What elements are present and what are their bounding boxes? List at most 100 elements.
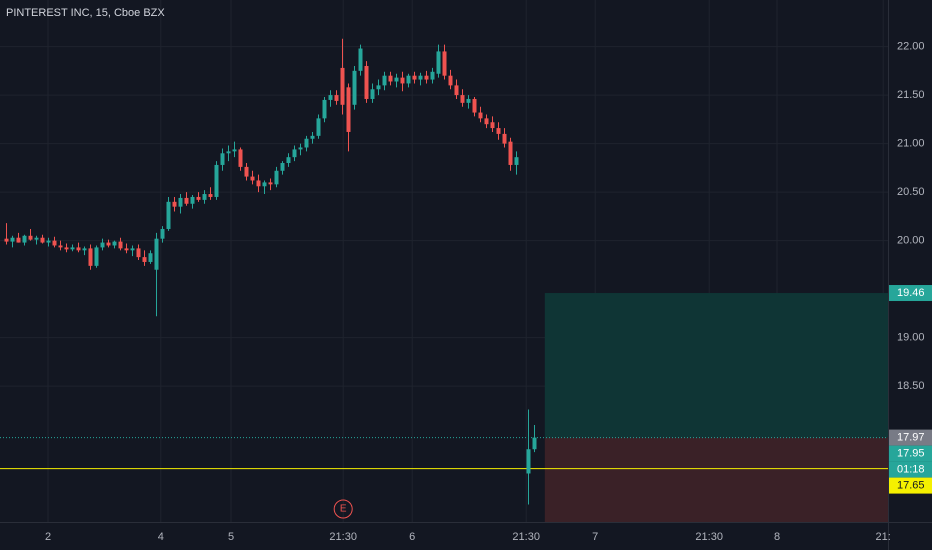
- candle-body: [382, 75, 387, 86]
- candle-body: [70, 247, 75, 250]
- candle-body: [202, 194, 207, 200]
- candle-body: [148, 253, 153, 262]
- candle-body: [352, 70, 357, 105]
- candle-body: [58, 245, 63, 248]
- candle-body: [496, 128, 501, 134]
- candle-body: [268, 182, 273, 185]
- y-tick-label: 22.00: [897, 40, 925, 52]
- candle-body: [130, 248, 135, 251]
- entry-price-label-bg: [889, 429, 932, 446]
- candle-body: [22, 235, 27, 243]
- last-price-label: 17.95: [897, 447, 925, 459]
- candle-body: [34, 237, 39, 240]
- candle-body: [316, 118, 321, 136]
- candle-body: [370, 89, 375, 99]
- candle-body: [88, 248, 93, 266]
- candle-body: [478, 112, 483, 119]
- candle-body: [94, 247, 99, 266]
- candle-body: [334, 95, 339, 101]
- target-zone: [544, 293, 888, 438]
- candle-body: [226, 151, 231, 154]
- candle-body: [364, 65, 369, 99]
- candle-body: [466, 98, 471, 103]
- candle-body: [442, 51, 447, 76]
- candle-body: [244, 166, 249, 177]
- y-tick-label: 20.50: [897, 186, 925, 198]
- candle-body: [46, 240, 51, 243]
- candle-body: [160, 228, 165, 239]
- target-price-label-bg: [889, 285, 932, 302]
- candle-body: [106, 242, 111, 246]
- candle-body: [298, 147, 303, 150]
- candle-body: [340, 67, 345, 105]
- candle-body: [232, 149, 237, 152]
- candle-body: [28, 235, 33, 240]
- hline-price-label: 17.65: [897, 479, 925, 491]
- candle-body: [490, 122, 495, 129]
- candle-body: [4, 238, 9, 242]
- candle-body: [238, 149, 243, 167]
- candle-body: [154, 238, 159, 270]
- y-tick-label: 18.50: [897, 380, 925, 392]
- candle-body: [262, 182, 267, 187]
- candle-body: [502, 133, 507, 144]
- candle-body: [376, 85, 381, 90]
- candle-body: [436, 51, 441, 74]
- candle-body: [322, 99, 327, 119]
- x-tick-label: 2: [45, 531, 51, 543]
- candle-body: [424, 75, 429, 80]
- candle-body: [136, 248, 141, 258]
- candle-body: [418, 75, 423, 80]
- x-tick-label: 4: [158, 531, 164, 543]
- candle-body: [40, 237, 45, 243]
- candle-body: [82, 248, 87, 251]
- candle-body: [280, 163, 285, 171]
- y-tick-label: 19.00: [897, 332, 925, 344]
- candle-body: [196, 196, 201, 200]
- entry-price-label: 17.97: [897, 431, 925, 443]
- candle-body: [220, 153, 225, 165]
- candle-body: [454, 85, 459, 96]
- candle-body: [10, 237, 15, 242]
- candle-body: [250, 176, 255, 181]
- countdown-label: 01:18: [897, 463, 925, 475]
- x-tick-label: 5: [228, 531, 234, 543]
- candle-body: [166, 201, 171, 229]
- event-marker: [333, 499, 353, 519]
- chart-title: PINTEREST INC, 15, Cboe BZX: [6, 7, 165, 19]
- x-tick-label: 21:30: [512, 531, 540, 543]
- candle-body: [16, 237, 21, 243]
- candle-body: [286, 157, 291, 164]
- countdown-label-bg: [889, 461, 932, 478]
- candle-body: [112, 241, 117, 246]
- candle-body: [526, 449, 531, 474]
- candle-body: [508, 141, 513, 165]
- candle-body: [358, 48, 363, 71]
- x-tick-label: 6: [409, 531, 415, 543]
- candle-body: [172, 201, 177, 207]
- x-tick-label: 7: [592, 531, 598, 543]
- candle-body: [532, 437, 537, 450]
- candle-body: [388, 75, 393, 82]
- candle-body: [184, 197, 189, 204]
- hline-price-label-bg: [889, 477, 932, 494]
- candle-body: [406, 75, 411, 84]
- x-tick-label: 8: [774, 531, 780, 543]
- candle-body: [514, 157, 519, 165]
- y-tick-label: 20.00: [897, 235, 925, 247]
- candle-body: [292, 149, 297, 158]
- candle-body: [430, 71, 435, 80]
- y-tick-label: 21.00: [897, 138, 925, 150]
- candle-body: [208, 194, 213, 197]
- candle-body: [214, 164, 219, 197]
- candle-body: [484, 118, 489, 125]
- candle-body: [448, 75, 453, 86]
- candle-body: [256, 180, 261, 187]
- candle-body: [142, 257, 147, 262]
- plot: E: [0, 38, 888, 522]
- candle-body: [190, 196, 195, 204]
- candle-body: [76, 247, 81, 251]
- candle-body: [400, 77, 405, 84]
- candle-body: [178, 197, 183, 207]
- x-tick-label: 21:30: [695, 531, 723, 543]
